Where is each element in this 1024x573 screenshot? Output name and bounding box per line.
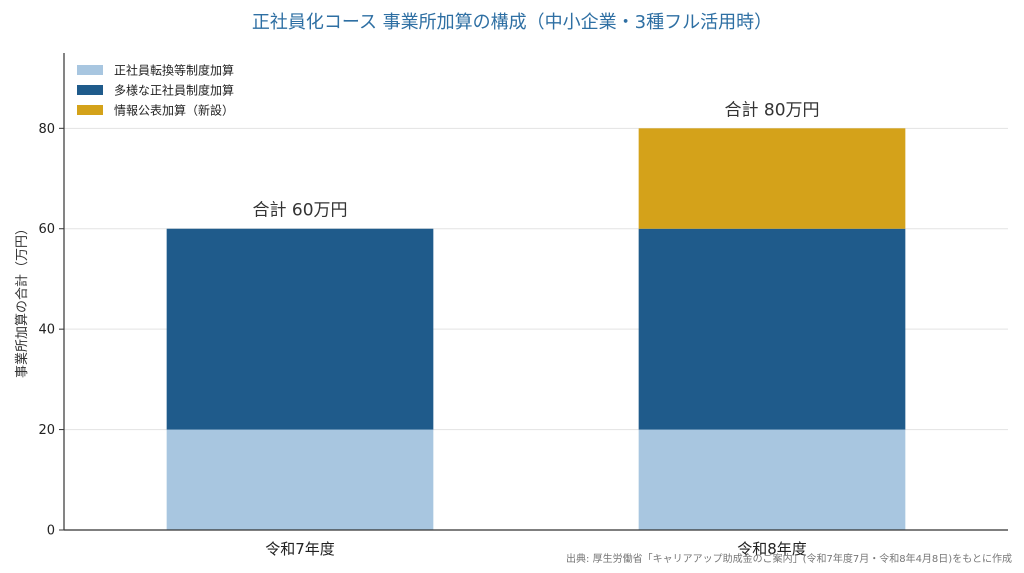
bar-segment <box>638 128 906 229</box>
bar-totals: 合計 60万円 合計 80万円 <box>252 100 819 220</box>
legend-swatch <box>77 105 103 115</box>
total-label: 合計 80万円 <box>724 100 819 120</box>
chart-title: 正社員化コース 事業所加算の構成（中小企業・3種フル活用時） <box>252 12 772 33</box>
y-tick-label: 80 <box>38 122 55 137</box>
source-note: 出典: 厚生労働省「キャリアアップ助成金のご案内」(令和7年度7月・令和8年4月… <box>566 552 1012 565</box>
y-tick-label: 40 <box>38 323 55 338</box>
legend-label: 正社員転換等制度加算 <box>114 63 234 78</box>
x-categories: 令和7年度 令和8年度 <box>265 540 807 558</box>
legend-label: 多様な正社員制度加算 <box>114 83 234 98</box>
x-category-label: 令和7年度 <box>265 540 335 558</box>
total-label: 合計 60万円 <box>252 201 347 221</box>
y-ticks: 0 20 40 60 80 <box>38 122 64 539</box>
bar-segment <box>166 228 434 430</box>
y-axis-label: 事業所加算の合計（万円） <box>14 222 30 378</box>
legend-swatch <box>77 65 103 75</box>
y-tick-label: 20 <box>38 423 55 438</box>
legend-label: 情報公表加算（新設） <box>114 103 234 118</box>
bar-segment <box>638 228 906 430</box>
y-tick-label: 0 <box>47 524 55 539</box>
bars <box>166 128 906 530</box>
x-category-label: 令和8年度 <box>737 540 807 558</box>
legend-swatch <box>77 85 103 95</box>
bar-segment <box>166 429 434 530</box>
y-tick-label: 60 <box>38 222 55 237</box>
bar-segment <box>638 429 906 530</box>
